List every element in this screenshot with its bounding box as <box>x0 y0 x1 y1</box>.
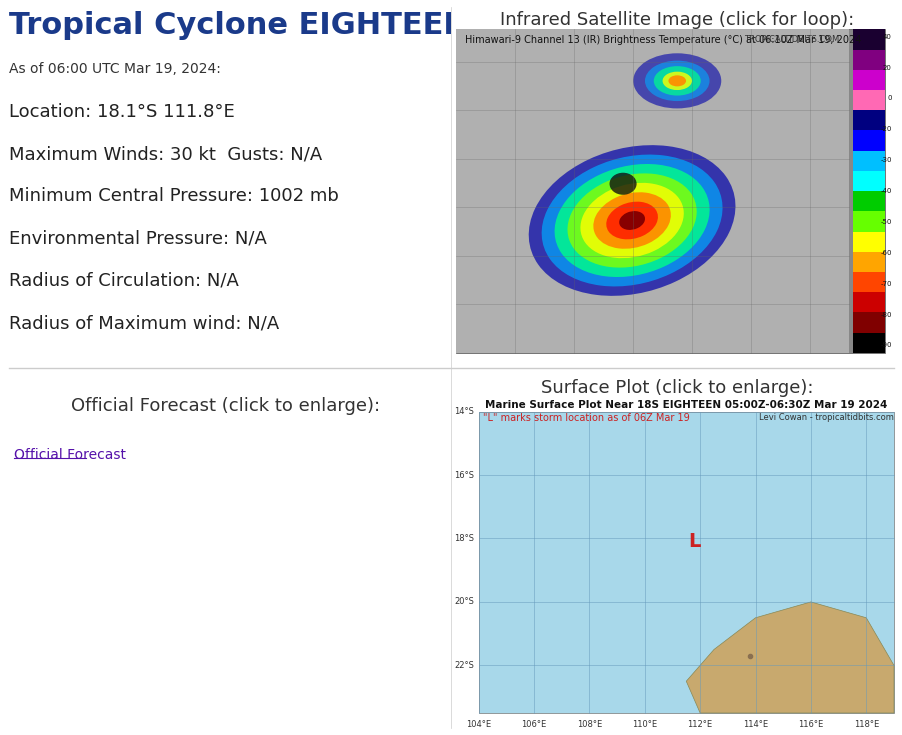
Ellipse shape <box>653 66 700 96</box>
FancyBboxPatch shape <box>852 293 884 312</box>
Text: Official Forecast: Official Forecast <box>14 448 125 462</box>
Text: 22°S: 22°S <box>454 661 474 670</box>
Text: Environmental Pressure: N/A: Environmental Pressure: N/A <box>9 229 267 248</box>
Text: 14°S: 14°S <box>454 407 474 416</box>
FancyBboxPatch shape <box>852 171 884 191</box>
FancyBboxPatch shape <box>478 412 893 713</box>
Text: Minimum Central Pressure: 1002 mb: Minimum Central Pressure: 1002 mb <box>9 187 338 205</box>
Text: 116°E: 116°E <box>797 720 823 729</box>
Ellipse shape <box>529 145 734 296</box>
Text: 18°S: 18°S <box>454 534 474 543</box>
Text: As of 06:00 UTC Mar 19, 2024:: As of 06:00 UTC Mar 19, 2024: <box>9 62 221 76</box>
Ellipse shape <box>662 71 691 90</box>
Text: 0: 0 <box>887 96 891 101</box>
FancyBboxPatch shape <box>852 251 884 272</box>
Text: -40: -40 <box>879 188 891 194</box>
Text: "L" marks storm location as of 06Z Mar 19: "L" marks storm location as of 06Z Mar 1… <box>483 413 689 423</box>
Text: Infrared Satellite Image (click for loop):: Infrared Satellite Image (click for loop… <box>500 11 853 29</box>
Text: L: L <box>687 532 700 551</box>
Text: Official Forecast (click to enlarge):: Official Forecast (click to enlarge): <box>71 397 380 415</box>
Text: -30: -30 <box>879 157 891 163</box>
Text: 20°S: 20°S <box>454 598 474 606</box>
Text: Location: 18.1°S 111.8°E: Location: 18.1°S 111.8°E <box>9 103 235 121</box>
Text: 118°E: 118°E <box>852 720 878 729</box>
Ellipse shape <box>667 75 686 87</box>
FancyBboxPatch shape <box>852 90 884 110</box>
Text: Himawari-9 Channel 13 (IR) Brightness Temperature (°C) at 06:10Z Mar 19, 2024: Himawari-9 Channel 13 (IR) Brightness Te… <box>465 35 861 45</box>
Text: -50: -50 <box>879 219 891 225</box>
Text: -20: -20 <box>879 126 891 132</box>
Text: Levi Cowan - tropicaltidbits.com: Levi Cowan - tropicaltidbits.com <box>759 413 893 423</box>
Text: 112°E: 112°E <box>686 720 712 729</box>
Text: -70: -70 <box>879 281 891 287</box>
Ellipse shape <box>554 164 709 277</box>
Ellipse shape <box>566 173 696 268</box>
Text: TROPICALTIDBITS.COM: TROPICALTIDBITS.COM <box>744 35 839 43</box>
Text: 16°S: 16°S <box>454 470 474 479</box>
FancyBboxPatch shape <box>852 110 884 131</box>
Ellipse shape <box>632 53 721 108</box>
FancyBboxPatch shape <box>852 212 884 232</box>
Text: -60: -60 <box>879 250 891 256</box>
Text: 110°E: 110°E <box>631 720 657 729</box>
Ellipse shape <box>593 193 670 248</box>
Text: 106°E: 106°E <box>520 720 546 729</box>
Text: 114°E: 114°E <box>742 720 768 729</box>
Text: -80: -80 <box>879 312 891 318</box>
FancyBboxPatch shape <box>852 151 884 171</box>
Text: Maximum Winds: 30 kt  Gusts: N/A: Maximum Winds: 30 kt Gusts: N/A <box>9 146 322 163</box>
FancyBboxPatch shape <box>852 70 884 90</box>
Circle shape <box>609 173 636 195</box>
Text: 108°E: 108°E <box>576 720 602 729</box>
FancyBboxPatch shape <box>852 191 884 212</box>
Text: 20: 20 <box>882 65 891 71</box>
Text: Radius of Circulation: N/A: Radius of Circulation: N/A <box>9 272 239 290</box>
Text: Marine Surface Plot Near 18S EIGHTEEN 05:00Z-06:30Z Mar 19 2024: Marine Surface Plot Near 18S EIGHTEEN 05… <box>484 400 887 410</box>
FancyBboxPatch shape <box>852 29 884 50</box>
Ellipse shape <box>644 61 709 101</box>
Text: Surface Plot (click to enlarge):: Surface Plot (click to enlarge): <box>540 379 813 396</box>
Text: 104°E: 104°E <box>465 720 491 729</box>
FancyBboxPatch shape <box>852 272 884 293</box>
Text: 40: 40 <box>882 34 891 40</box>
FancyBboxPatch shape <box>852 50 884 70</box>
Polygon shape <box>686 602 893 713</box>
Text: Radius of Maximum wind: N/A: Radius of Maximum wind: N/A <box>9 315 279 332</box>
FancyBboxPatch shape <box>456 29 884 353</box>
Ellipse shape <box>605 201 658 240</box>
FancyBboxPatch shape <box>852 332 884 353</box>
FancyBboxPatch shape <box>852 131 884 151</box>
FancyBboxPatch shape <box>852 312 884 332</box>
Text: Tropical Cyclone EIGHTEEN: Tropical Cyclone EIGHTEEN <box>9 11 468 40</box>
FancyBboxPatch shape <box>852 232 884 251</box>
Ellipse shape <box>619 211 644 230</box>
Ellipse shape <box>580 183 683 258</box>
Ellipse shape <box>541 154 722 287</box>
FancyBboxPatch shape <box>456 29 848 353</box>
Text: -90: -90 <box>879 343 891 348</box>
